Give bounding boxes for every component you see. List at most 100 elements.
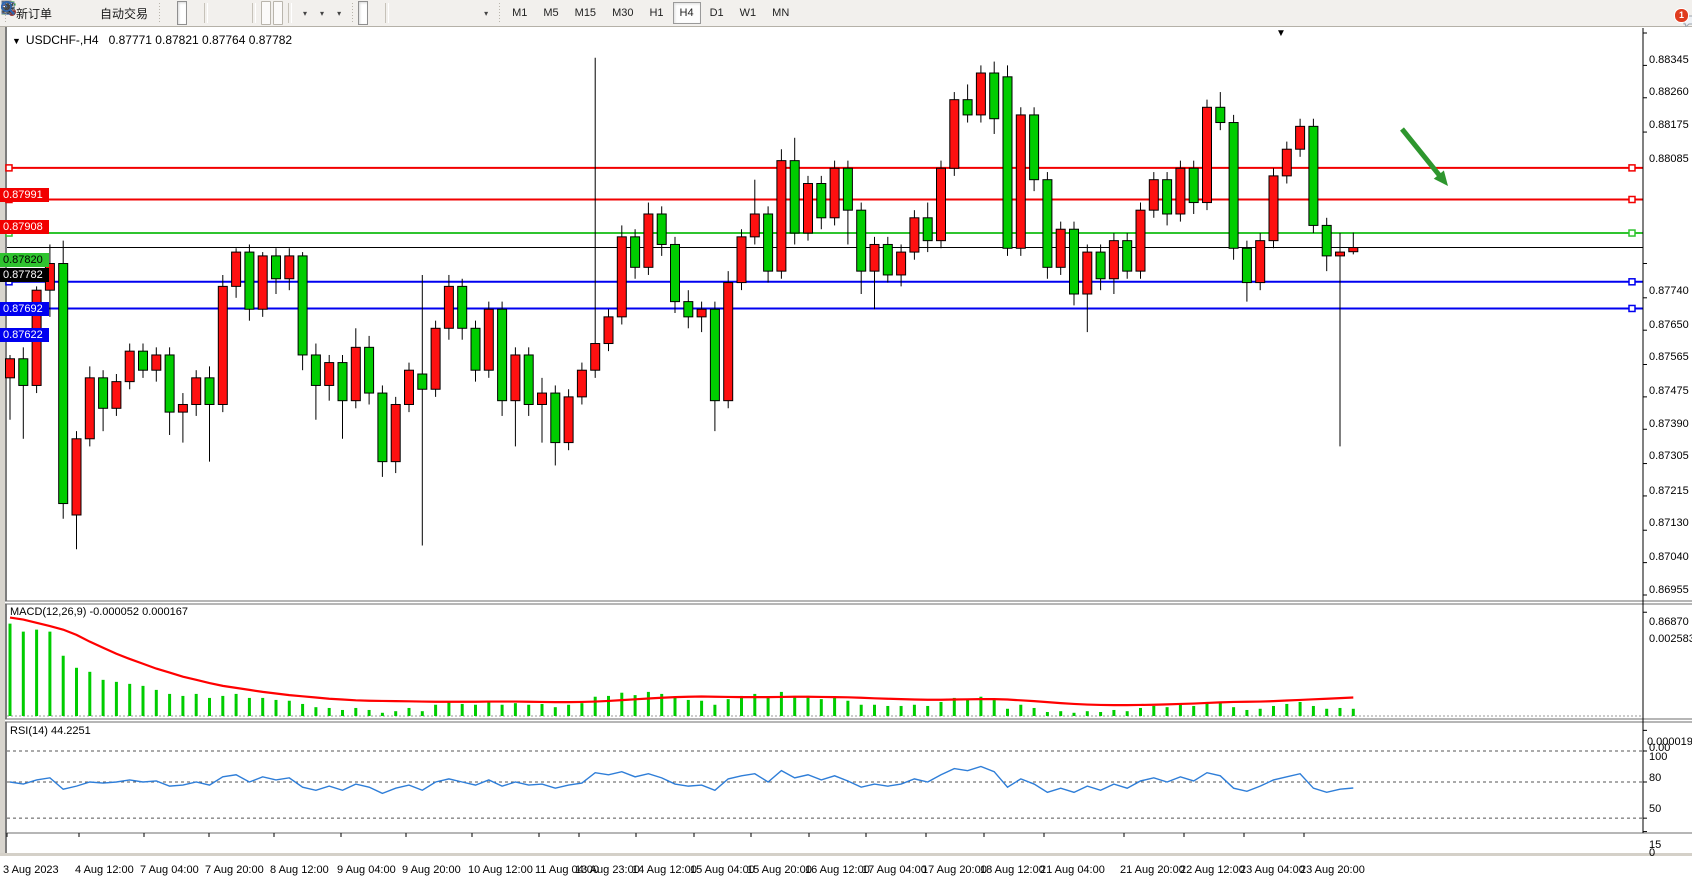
price-tick-label: 0.86955	[1649, 583, 1689, 596]
trendline-tool-button[interactable]	[2, 1, 428, 25]
hline-handle[interactable]	[1628, 195, 1636, 204]
autotrading-button[interactable]: 自动交易	[1, 1, 153, 25]
candle-body	[443, 285, 454, 329]
toolbar-separator	[288, 3, 293, 23]
text-label-tool-button[interactable]: T	[1, 1, 476, 25]
candle-body	[244, 251, 255, 310]
periods-button[interactable]: ▾	[1, 1, 329, 25]
market-watch-button[interactable]	[1, 1, 81, 25]
date-label: 14 Aug 12:00	[632, 864, 697, 876]
window-collapse-marker-icon[interactable]: ▼	[1276, 28, 1286, 39]
candle-body	[377, 392, 388, 463]
toolbar-drag-handle[interactable]	[157, 3, 162, 23]
price-line-label-0.87692: 0.87692	[0, 301, 49, 316]
notification-badge[interactable]: 1	[1674, 8, 1689, 23]
date-label: 15 Aug 20:00	[747, 864, 812, 876]
date-label: 8 Aug 12:00	[270, 864, 329, 876]
date-label: 16 Aug 12:00	[805, 864, 870, 876]
candle-body	[1122, 240, 1133, 272]
window-left-border[interactable]	[0, 27, 7, 853]
chart-title-dropdown-icon[interactable]: ▼	[12, 36, 21, 46]
candlestick-chart-button[interactable]	[2, 1, 188, 25]
timeframe-button-h4[interactable]: H4	[672, 2, 701, 24]
line-chart-button[interactable]	[1, 1, 199, 25]
trend-arrow-head[interactable]	[1433, 170, 1448, 186]
candle-body	[1148, 179, 1159, 211]
candle-body	[1281, 148, 1292, 177]
timeframe-button-h1[interactable]: H1	[649, 7, 664, 19]
status-strip	[0, 853, 1692, 856]
timeframe-button-m5[interactable]: M5	[543, 7, 559, 19]
hline-handle[interactable]	[1628, 304, 1636, 313]
candle-body	[590, 343, 601, 371]
zoom-in-button[interactable]	[1, 1, 223, 25]
arrows-tool-button[interactable]: ▾	[2, 1, 493, 25]
candle-body	[1308, 125, 1319, 226]
candle-body	[696, 308, 707, 318]
dropdown-caret-icon: ▾	[303, 8, 308, 18]
timeframe-button-w1[interactable]: W1	[739, 7, 757, 19]
candle-body	[164, 354, 175, 413]
candle-body	[922, 217, 933, 242]
vertical-line-tool-button[interactable]	[7, 1, 404, 25]
price-tick-label: 0.87650	[1649, 318, 1689, 331]
candle-body	[1321, 224, 1332, 257]
date-label: 15 Aug 04:00	[690, 864, 755, 876]
timeframe-button-m30[interactable]: M30	[612, 7, 634, 19]
chart-shift-button[interactable]	[2, 1, 284, 25]
price-tick-label: 0.88085	[1649, 153, 1689, 166]
candle-body	[284, 255, 295, 280]
price-chart-canvas[interactable]	[0, 27, 1692, 856]
search-icon[interactable]	[0, 0, 16, 16]
toolbar-drag-handle[interactable]	[497, 3, 502, 23]
candle-body	[896, 251, 907, 276]
crosshair-tool-button[interactable]	[2, 1, 380, 25]
cursor-tool-button[interactable]	[5, 1, 369, 25]
equidistant-channel-tool-button[interactable]: E	[1, 1, 440, 25]
date-label: 3 Aug 2023	[3, 864, 59, 876]
candle-body	[111, 381, 122, 409]
toolbar-drag-handle[interactable]	[350, 3, 355, 23]
date-label: 17 Aug 20:00	[922, 864, 987, 876]
candle-body	[483, 308, 494, 371]
styler-button[interactable]	[1, 1, 69, 25]
price-line-label-0.87622: 0.87622	[0, 328, 49, 343]
candle-body	[776, 160, 787, 272]
timeframe-button-m1[interactable]: M1	[512, 7, 528, 19]
price-tick-label: 0.87740	[1649, 284, 1689, 297]
price-tick-label: 0.86870	[1649, 616, 1689, 628]
text-icon: A	[4, 2, 12, 16]
auto-scroll-button[interactable]	[1, 1, 272, 25]
price-tick-label: 0.87215	[1649, 484, 1689, 497]
zoom-out-button[interactable]	[1, 1, 235, 25]
new-order-button[interactable]: 新订单	[1, 0, 57, 25]
candle-body	[1268, 175, 1279, 242]
candle-body	[457, 285, 468, 329]
candle-body	[1175, 167, 1186, 215]
navigator-button[interactable]	[1, 1, 93, 25]
hline-handle[interactable]	[1628, 278, 1636, 286]
timeframe-button-mn[interactable]: MN	[772, 7, 790, 19]
timeframe-button-d1[interactable]: D1	[709, 7, 724, 19]
candle-body	[709, 308, 720, 402]
timeframe-button-m15[interactable]: M15	[574, 7, 597, 19]
candle-body	[683, 301, 694, 318]
hline-handle[interactable]	[5, 164, 13, 172]
text-tool-button[interactable]: A	[4, 1, 464, 25]
candle-body	[856, 209, 867, 272]
candle-body	[656, 213, 667, 245]
hline-handle[interactable]	[1628, 164, 1636, 172]
candle-body	[1029, 114, 1040, 181]
indicators-button[interactable]: ▾	[1, 1, 312, 25]
horizontal-line-tool-button[interactable]	[2, 1, 416, 25]
bar-chart-button[interactable]	[1, 1, 175, 25]
tile-windows-button[interactable]	[1, 1, 247, 25]
new-order-label: 新订单	[16, 6, 53, 21]
price-line-label-0.87991: 0.87991	[0, 187, 49, 202]
hline-handle[interactable]	[1628, 229, 1636, 237]
templates-button[interactable]: ▾	[1, 1, 346, 25]
fibonacci-tool-button[interactable]: F	[2, 1, 452, 25]
candle-body	[936, 167, 946, 242]
trend-arrow-annotation[interactable]	[1400, 127, 1444, 180]
